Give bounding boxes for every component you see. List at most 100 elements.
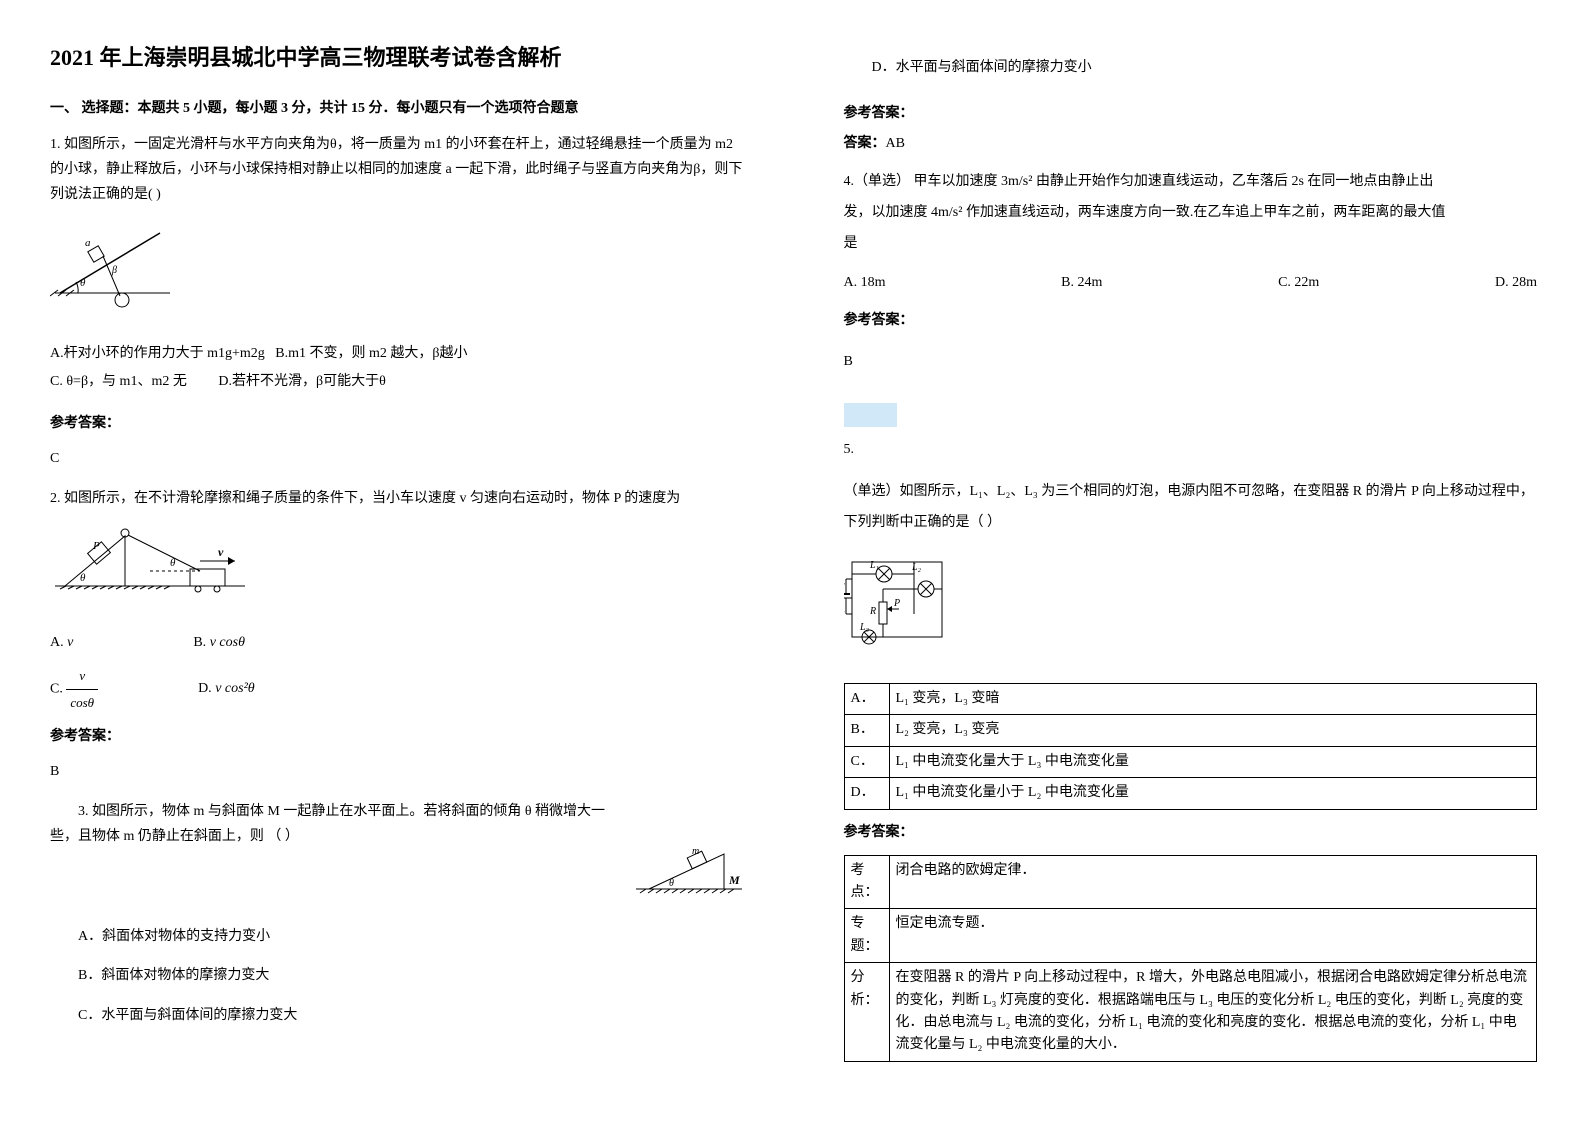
q5-kd-label: 考点： xyxy=(844,855,889,909)
q2-optC-pre: C. xyxy=(50,681,63,696)
q4-p2suf: 作加速直线运动，两车速度方向一致.在乙车追上甲车之前，两车距离的最大值 xyxy=(966,205,1446,220)
q5-zt: 恒定电流专题． xyxy=(889,909,1537,963)
q1-optA: A.杆对小环的作用力大于 m1g+m2g xyxy=(50,346,265,361)
q1-figure: θ a β xyxy=(50,218,190,313)
decorative-mark xyxy=(844,403,897,427)
svg-text:m: m xyxy=(692,846,699,857)
q2-optA-pre: A. xyxy=(50,635,64,650)
svg-text:E: E xyxy=(844,581,845,593)
table-row: B．L₂ 变亮，L₃ 变亮 xyxy=(844,715,1537,746)
q2-answer-label: 参考答案： xyxy=(50,724,744,749)
svg-text:M: M xyxy=(728,873,740,887)
table-row: 考点：闭合电路的欧姆定律． xyxy=(844,855,1537,909)
svg-text:L₁: L₁ xyxy=(869,560,879,571)
q1-text: 1. 如图所示，一固定光滑杆与水平方向夹角为θ，将一质量为 m1 的小环套在杆上… xyxy=(50,132,744,208)
q1-answer: C xyxy=(50,446,744,471)
q3-options: A．斜面体对物体的支持力变小 B．斜面体对物体的摩擦力变大 C．水平面与斜面体间… xyxy=(50,917,744,1035)
q4-optC: C. 22m xyxy=(1278,268,1319,299)
q4-accel2: 4m/s² xyxy=(931,205,962,220)
svg-text:θ: θ xyxy=(170,557,176,569)
section-header: 一、 选择题：本题共 5 小题，每小题 3 分，共计 15 分．每小题只有一个选… xyxy=(50,97,744,117)
svg-text:θ: θ xyxy=(80,572,86,584)
q3-answer: AB xyxy=(886,136,905,151)
table-row: 专题：恒定电流专题． xyxy=(844,909,1537,963)
q5-zt-label: 专题： xyxy=(844,909,889,963)
svg-text:θ: θ xyxy=(80,277,86,289)
q5-rowD: L₁ 中电流变化量小于 L₂ 中电流变化量 xyxy=(889,778,1537,809)
q3-optC: C．水平面与斜面体间的摩擦力变大 xyxy=(50,996,744,1035)
q4-optB: B. 24m xyxy=(1061,268,1102,299)
q4-options: A. 18m B. 24m C. 22m D. 28m xyxy=(844,268,1538,299)
q3-optD: D．水平面与斜面体间的摩擦力变小 xyxy=(844,48,1538,87)
q3-answer-line: 答案：AB xyxy=(844,132,1538,152)
question-4: 4.（单选） 甲车以加速度 3m/s² 由静止开始作匀加速直线运动，乙车落后 2… xyxy=(844,167,1538,378)
svg-text:P: P xyxy=(92,540,100,552)
q5-rowA-label: A． xyxy=(844,683,889,714)
q5-rowA: L₁ 变亮，L₃ 变暗 xyxy=(889,683,1537,714)
q5-answer-label: 参考答案： xyxy=(844,820,1538,845)
q2-options: A. v B. v cosθ C. vcosθ D. v cos²θ xyxy=(50,629,744,716)
table-row: C．L₁ 中电流变化量大于 L₃ 中电流变化量 xyxy=(844,746,1537,777)
q5-rowB: L₂ 变亮，L₃ 变亮 xyxy=(889,715,1537,746)
q5-fx: 在变阻器 R 的滑片 P 向上移动过程中，R 增大，外电路总电阻减小，根据闭合电… xyxy=(889,963,1537,1062)
q4-answer: B xyxy=(844,347,1538,378)
table-row: D．L₁ 中电流变化量小于 L₂ 中电流变化量 xyxy=(844,778,1537,809)
q2-optD: v cos²θ xyxy=(215,681,254,696)
q4-mid1: 由静止开始作匀加速直线运动，乙车落后 xyxy=(1036,174,1288,189)
q5-num: 5. xyxy=(844,437,1538,462)
q5-rowC: L₁ 中电流变化量大于 L₃ 中电流变化量 xyxy=(889,746,1537,777)
svg-text:L₃: L₃ xyxy=(859,622,870,633)
q2-optB-pre: B. xyxy=(193,635,206,650)
q3-answer-label: 参考答案： xyxy=(844,102,1538,122)
q5-rowC-label: C． xyxy=(844,746,889,777)
q4-optD: D. 28m xyxy=(1495,268,1537,299)
q3-optB: B．斜面体对物体的摩擦力变大 xyxy=(50,956,744,995)
q3-answer-prefix: 答案： xyxy=(844,136,886,151)
svg-text:L₂: L₂ xyxy=(911,562,922,573)
question-5: 5. （单选）如图所示，L₁、L₂、L₃ 为三个相同的灯泡，电源内阻不可忽略，在… xyxy=(844,437,1538,1062)
q3-text-p1: 3. 如图所示，物体 m 与斜面体 M 一起静止在水平面上。若将斜面的倾角 θ … xyxy=(50,799,744,824)
q5-options-table: A．L₁ 变亮，L₃ 变暗 B．L₂ 变亮，L₃ 变亮 C．L₁ 中电流变化量大… xyxy=(844,683,1538,810)
q1-answer-label: 参考答案： xyxy=(50,411,744,436)
q2-answer: B xyxy=(50,759,744,784)
table-row: A．L₁ 变亮，L₃ 变暗 xyxy=(844,683,1537,714)
question-3: 3. 如图所示，物体 m 与斜面体 M 一起静止在水平面上。若将斜面的倾角 θ … xyxy=(50,799,744,1035)
q4-accel1: 3m/s² xyxy=(1001,174,1032,189)
q4-delay: 2s xyxy=(1291,174,1303,189)
exam-title: 2021 年上海崇明县城北中学高三物理联考试卷含解析 xyxy=(50,40,744,72)
q2-optB: v cosθ xyxy=(210,635,245,650)
svg-text:v: v xyxy=(218,545,224,559)
question-1: 1. 如图所示，一固定光滑杆与水平方向夹角为θ，将一质量为 m1 的小环套在杆上… xyxy=(50,132,744,471)
left-column: 2021 年上海崇明县城北中学高三物理联考试卷含解析 一、 选择题：本题共 5 … xyxy=(0,0,794,1122)
q5-rowD-label: D． xyxy=(844,778,889,809)
q4-pre: 4.（单选） 甲车以加速度 xyxy=(844,174,998,189)
right-column: D．水平面与斜面体间的摩擦力变小 参考答案： 答案：AB 4.（单选） 甲车以加… xyxy=(794,0,1587,1122)
q4-mid2: 在同一地点由静止出 xyxy=(1307,174,1433,189)
question-2: 2. 如图所示，在不计滑轮摩擦和绳子质量的条件下，当小车以速度 v 匀速向右运动… xyxy=(50,486,744,784)
q5-kd: 闭合电路的欧姆定律． xyxy=(889,855,1537,909)
q4-answer-label: 参考答案： xyxy=(844,306,1538,337)
q4-optA: A. 18m xyxy=(844,268,886,299)
table-row: 分析：在变阻器 R 的滑片 P 向上移动过程中，R 增大，外电路总电阻减小，根据… xyxy=(844,963,1537,1062)
q4-p3: 是 xyxy=(844,229,1538,260)
q2-text: 2. 如图所示，在不计滑轮摩擦和绳子质量的条件下，当小车以速度 v 匀速向右运动… xyxy=(50,486,744,511)
q4-p2pre: 发，以加速度 xyxy=(844,205,928,220)
svg-text:β: β xyxy=(111,265,117,276)
q5-figure: E r L₁ L₂ P R xyxy=(844,554,954,649)
q5-analysis-table: 考点：闭合电路的欧姆定律． 专题：恒定电流专题． 分析：在变阻器 R 的滑片 P… xyxy=(844,855,1538,1062)
q2-figure: θ P v θ xyxy=(50,521,250,601)
svg-text:θ: θ xyxy=(669,878,674,889)
q5-rowB-label: B． xyxy=(844,715,889,746)
q1-optB: B.m1 不变，则 m2 越大，β越小 xyxy=(275,346,467,361)
svg-text:r: r xyxy=(844,607,845,619)
svg-text:R: R xyxy=(869,606,876,617)
q5-text: （单选）如图所示，L₁、L₂、L₃ 为三个相同的灯泡，电源内阻不可忽略，在变阻器… xyxy=(844,477,1538,539)
q2-optD-pre: D. xyxy=(198,681,212,696)
q3-figure: m θ M xyxy=(634,839,744,899)
q2-optA: v xyxy=(67,635,73,650)
q1-optD: D.若杆不光滑，β可能大于θ xyxy=(218,374,385,389)
q5-fx-label: 分析： xyxy=(844,963,889,1062)
q1-options: A.杆对小环的作用力大于 m1g+m2g B.m1 不变，则 m2 越大，β越小… xyxy=(50,340,744,396)
q1-optC: C. θ=β，与 m1、m2 无 xyxy=(50,374,187,389)
q2-optC-num: v xyxy=(66,663,98,690)
